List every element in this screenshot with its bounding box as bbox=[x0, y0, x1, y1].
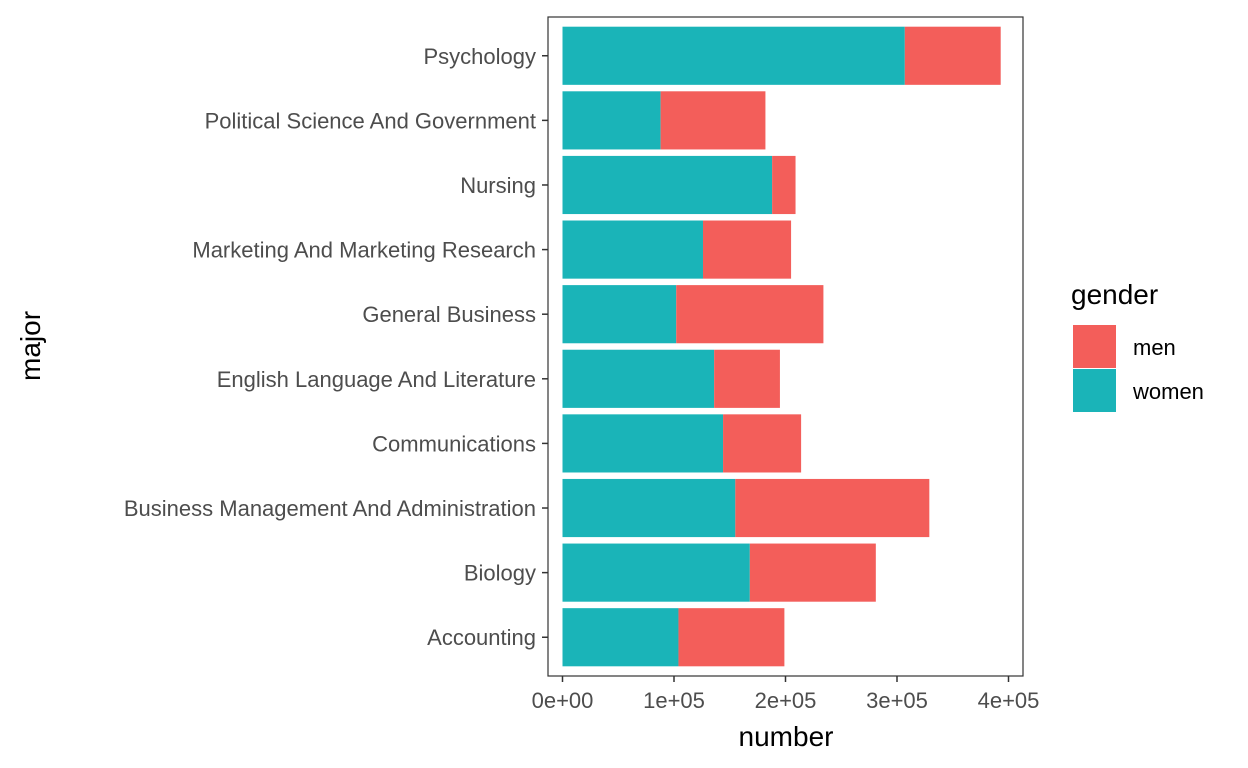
bar-men bbox=[723, 414, 802, 473]
bar-women bbox=[562, 478, 736, 538]
y-tick-label: Biology bbox=[464, 561, 536, 586]
bar-women bbox=[562, 91, 661, 150]
bars bbox=[562, 26, 1001, 667]
legend-key-women bbox=[1073, 369, 1116, 412]
bar-men bbox=[772, 155, 796, 215]
x-tick-label: 3e+05 bbox=[866, 688, 928, 713]
bar-women bbox=[562, 155, 773, 215]
bar-men bbox=[702, 220, 792, 279]
x-axis-title: number bbox=[739, 721, 834, 752]
bar-women bbox=[562, 285, 677, 344]
y-tick-label: Marketing And Marketing Research bbox=[192, 238, 536, 263]
y-tick-label: Psychology bbox=[423, 44, 536, 69]
bar-women bbox=[562, 414, 724, 473]
bar-women bbox=[562, 349, 715, 408]
legend-label-men: men bbox=[1133, 335, 1176, 360]
x-tick-label: 4e+05 bbox=[978, 688, 1040, 713]
bar-women bbox=[562, 543, 750, 602]
bar-men bbox=[714, 349, 780, 408]
bar-women bbox=[562, 26, 905, 85]
y-tick-label: Political Science And Government bbox=[205, 108, 536, 133]
legend-items: men women bbox=[1073, 325, 1204, 412]
y-axis-title: major bbox=[15, 311, 46, 381]
y-tick-label: Accounting bbox=[427, 625, 536, 650]
bar-men bbox=[676, 285, 824, 344]
y-tick-label: Communications bbox=[372, 431, 536, 456]
bar-men bbox=[660, 91, 766, 150]
y-tick-label: English Language And Literature bbox=[217, 367, 536, 392]
x-tick-label: 0e+00 bbox=[532, 688, 594, 713]
bar-women bbox=[562, 608, 679, 667]
x-tick-label: 1e+05 bbox=[643, 688, 705, 713]
bar-men bbox=[678, 608, 785, 667]
y-axis-categories: Psychology Political Science And Governme… bbox=[124, 44, 548, 650]
legend-key-men bbox=[1073, 325, 1116, 368]
x-tick-label: 2e+05 bbox=[755, 688, 817, 713]
bar-men bbox=[735, 478, 930, 538]
bar-men bbox=[904, 26, 1001, 85]
y-tick-label: Business Management And Administration bbox=[124, 496, 536, 521]
legend-label-women: women bbox=[1132, 379, 1204, 404]
bar-women bbox=[562, 220, 703, 279]
bar-men bbox=[749, 543, 876, 602]
y-tick-label: General Business bbox=[362, 302, 536, 327]
legend-title: gender bbox=[1071, 279, 1158, 310]
legend: gender men women bbox=[1071, 279, 1204, 412]
y-tick-label: Nursing bbox=[460, 173, 536, 198]
x-axis-ticks: 0e+00 1e+05 2e+05 3e+05 4e+05 bbox=[532, 676, 1040, 713]
